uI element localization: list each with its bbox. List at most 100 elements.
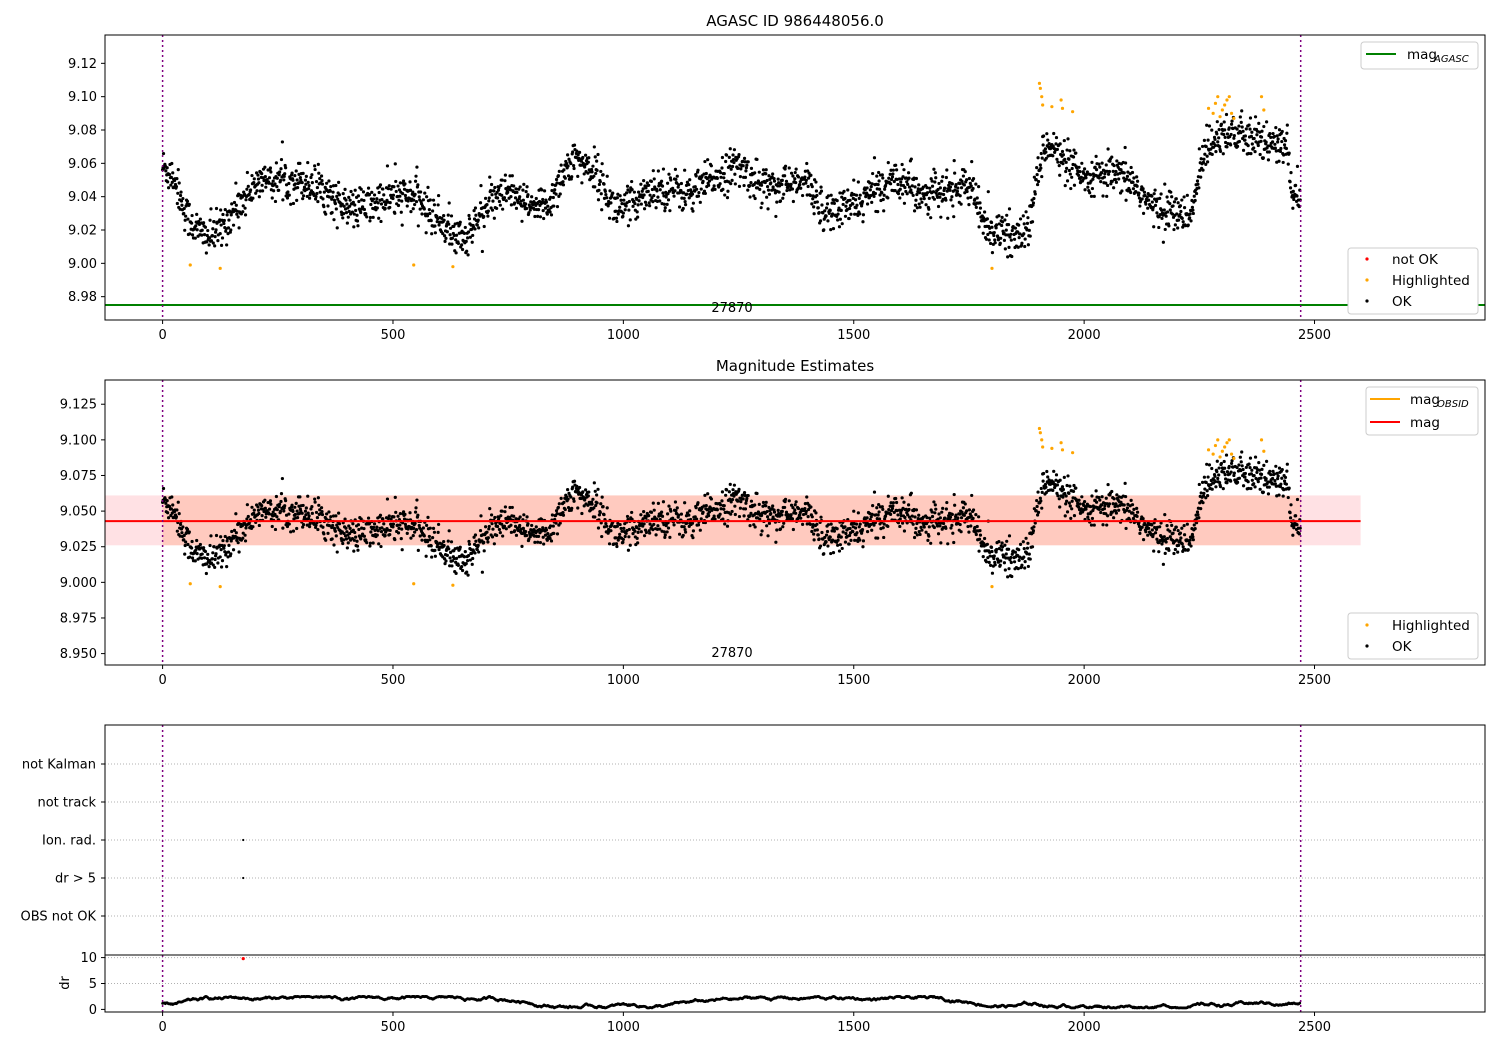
ok-point <box>325 181 329 185</box>
ok-point <box>1239 460 1243 464</box>
agasc-legend-highlighted-marker <box>1365 278 1369 282</box>
ok-point <box>1039 151 1043 156</box>
ok-point <box>514 206 519 210</box>
ok-point <box>204 251 208 255</box>
ok-point <box>1250 130 1254 134</box>
ok-point <box>1259 476 1263 480</box>
ok-point <box>387 184 391 188</box>
ok-point <box>413 530 417 534</box>
ok-point <box>1201 168 1205 172</box>
ok-point <box>444 559 448 563</box>
ok-point <box>1070 166 1074 171</box>
ok-point <box>359 517 363 521</box>
ok-point <box>1264 477 1268 481</box>
ok-point <box>282 509 286 513</box>
ok-point <box>1085 170 1089 174</box>
ok-point <box>202 556 207 560</box>
ok-point <box>1068 504 1072 508</box>
ok-point <box>499 514 503 518</box>
ok-point <box>764 168 768 172</box>
ok-point <box>1281 494 1285 498</box>
ok-point <box>380 197 384 202</box>
ok-point <box>1071 489 1076 494</box>
ok-point <box>532 534 537 538</box>
ok-point <box>1215 470 1219 474</box>
ok-point <box>753 196 757 201</box>
ok-point <box>701 510 705 514</box>
ok-point <box>836 218 840 222</box>
ok-point <box>998 241 1002 245</box>
ok-point <box>920 528 924 532</box>
ok-point <box>252 508 256 512</box>
ok-point <box>222 544 226 548</box>
ok-point <box>946 542 950 546</box>
ok-point <box>1241 148 1246 152</box>
ok-point <box>865 202 870 206</box>
ok-point <box>1283 475 1288 480</box>
ok-point <box>838 543 842 547</box>
ok-point <box>956 186 960 190</box>
ok-point <box>757 170 761 174</box>
ok-point <box>213 234 217 239</box>
ok-point <box>1214 149 1218 154</box>
ok-point <box>234 181 238 185</box>
ok-point <box>823 209 827 213</box>
ok-point <box>257 511 261 516</box>
ok-point <box>227 543 231 547</box>
ok-point <box>1056 160 1060 164</box>
ok-point <box>466 558 470 563</box>
ok-point <box>696 194 701 198</box>
ok-point <box>674 177 678 182</box>
ok-point <box>780 178 784 182</box>
ok-point <box>1018 217 1023 221</box>
ok-point <box>541 526 545 530</box>
ok-point <box>229 213 233 217</box>
ok-point <box>620 529 624 533</box>
ok-point <box>393 211 397 215</box>
highlighted-point <box>1038 86 1042 90</box>
ok-point <box>594 171 598 176</box>
ok-point <box>181 196 185 201</box>
ok-point <box>355 539 359 543</box>
ok-point <box>715 508 719 512</box>
ok-point <box>1102 507 1107 511</box>
ok-point <box>1086 185 1090 189</box>
ok-point <box>997 540 1001 544</box>
ok-point <box>630 510 634 515</box>
ok-point <box>378 513 383 517</box>
ok-point <box>314 510 319 515</box>
ok-point <box>1114 502 1118 506</box>
ok-point <box>994 547 999 552</box>
ok-point <box>1262 463 1266 467</box>
ok-point <box>362 198 366 203</box>
ok-point <box>445 230 449 234</box>
ok-point <box>287 193 291 197</box>
ok-point <box>289 202 293 206</box>
ok-point <box>667 504 671 508</box>
ok-point <box>321 525 325 529</box>
ok-point <box>569 161 573 166</box>
ok-point <box>1266 158 1271 162</box>
ok-point <box>816 206 820 210</box>
ok-point <box>707 514 711 518</box>
ok-point <box>1151 205 1155 209</box>
ok-point <box>644 203 649 207</box>
ok-point <box>906 171 911 175</box>
ok-point <box>1054 473 1059 477</box>
ok-point <box>824 214 828 218</box>
ok-point <box>641 517 645 521</box>
ok-point <box>1072 183 1077 187</box>
ok-point <box>313 197 318 201</box>
ok-point <box>663 533 667 537</box>
ok-point <box>936 195 940 199</box>
ok-point <box>1199 491 1203 495</box>
ok-point <box>937 181 941 186</box>
ok-point <box>660 179 664 183</box>
ok-point <box>862 191 866 195</box>
ok-point <box>996 238 1001 242</box>
ok-point <box>761 168 766 172</box>
ok-point <box>227 218 231 222</box>
ok-point <box>647 201 651 205</box>
ok-point <box>413 510 418 514</box>
ok-point <box>619 526 623 531</box>
